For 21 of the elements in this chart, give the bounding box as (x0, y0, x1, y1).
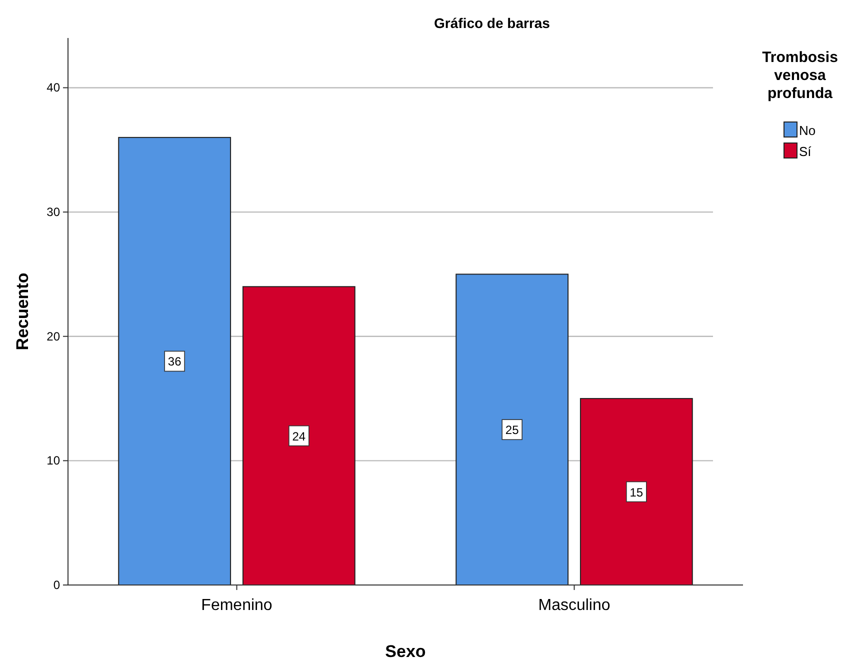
x-axis-title: Sexo (385, 642, 426, 661)
y-tick-label: 40 (46, 80, 60, 95)
bar (456, 274, 569, 586)
legend-title: Trombosis venosa profunda (762, 49, 838, 102)
x-tick-label: Masculino (538, 597, 610, 614)
data-label: 25 (505, 423, 520, 438)
legend-label: Sí (799, 144, 812, 159)
bar (118, 136, 232, 586)
bar (580, 398, 693, 586)
legend-label: No (799, 123, 816, 138)
bar (242, 286, 356, 586)
data-label: 15 (630, 485, 644, 500)
y-tick-label: 20 (46, 329, 60, 344)
y-axis-title: Recuento (13, 272, 32, 350)
data-label: 36 (168, 354, 182, 369)
x-tick-label: Femenino (201, 597, 272, 614)
y-tick-label: 10 (46, 454, 60, 468)
y-tick-label: 0 (53, 578, 60, 592)
y-tick-label: 30 (46, 205, 60, 220)
data-label: 24 (292, 429, 306, 444)
chart-title: Gráfico de barras (434, 15, 550, 31)
